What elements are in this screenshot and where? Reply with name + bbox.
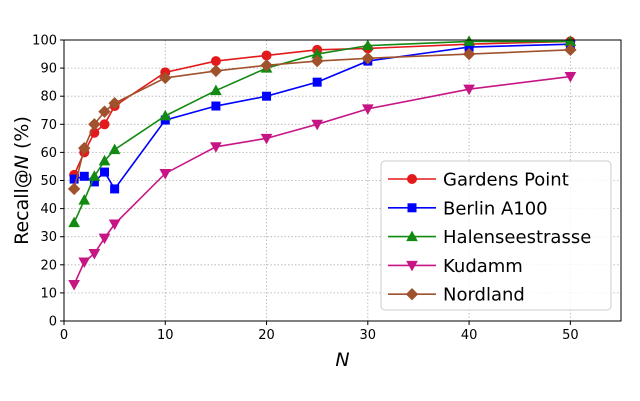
- legend-box: [380, 160, 612, 311]
- data-point: [260, 133, 273, 145]
- data-point: [88, 249, 101, 260]
- y-tick-label: 60: [40, 146, 57, 161]
- legend-item: Gardens Point: [388, 170, 569, 191]
- data-point: [98, 233, 111, 245]
- data-point: [310, 54, 324, 68]
- x-tick-label: 10: [157, 328, 174, 343]
- x-tick-label: 40: [461, 328, 478, 343]
- data-point: [88, 170, 101, 181]
- legend-item: Kudamm: [388, 256, 523, 277]
- axis-ticks: 0 10 20 30 40 50 0 10 20 30 40 50 60 70 80 90 100: [32, 34, 578, 344]
- data-point: [108, 97, 121, 110]
- data-point: [159, 168, 172, 180]
- y-tick-label: 30: [40, 230, 57, 245]
- data-point: [209, 64, 223, 78]
- legend-marker: [407, 203, 417, 213]
- legend-marker: [406, 260, 418, 272]
- data-point: [98, 105, 111, 118]
- y-tick-label: 70: [40, 118, 57, 133]
- y-axis-label: Recall@N (%): [11, 116, 33, 245]
- x-tick-label: 30: [360, 328, 377, 343]
- y-tick-label: 40: [40, 202, 57, 217]
- legend-label: Halenseestrasse: [443, 227, 591, 248]
- y-tick-label: 20: [40, 258, 57, 273]
- data-point: [361, 104, 374, 115]
- y-axis-label-var: N: [11, 155, 33, 169]
- data-point: [210, 142, 222, 153]
- data-point: [312, 77, 322, 87]
- legend: Gardens Point Berlin A100 Halenseestrasse K…: [380, 160, 612, 311]
- y-tick-label: 10: [40, 286, 57, 301]
- x-tick-label: 50: [562, 328, 579, 343]
- data-point: [100, 167, 110, 177]
- legend-label: Berlin A100: [443, 198, 548, 219]
- y-tick-label: 50: [40, 174, 57, 189]
- data-point: [79, 171, 89, 181]
- y-axis-label-prefix: Recall@: [11, 169, 33, 245]
- legend-marker: [407, 174, 417, 184]
- data-point: [67, 182, 81, 196]
- data-point: [463, 84, 475, 96]
- data-point: [210, 56, 221, 67]
- data-point: [68, 279, 80, 291]
- y-axis-label-suffix: (%): [11, 116, 33, 155]
- data-point: [98, 154, 111, 166]
- legend-item: Halenseestrasse: [388, 227, 591, 248]
- series-group: [67, 35, 577, 291]
- data-point: [262, 91, 272, 101]
- legend-label: Gardens Point: [443, 170, 569, 191]
- y-tick-label: 100: [32, 34, 57, 49]
- y-tick-label: 80: [40, 90, 57, 105]
- data-point: [159, 71, 172, 85]
- data-point: [110, 184, 120, 194]
- data-point: [211, 101, 221, 111]
- data-point: [361, 39, 374, 51]
- data-point: [78, 257, 91, 269]
- data-point: [159, 109, 172, 121]
- series-nordland: [67, 43, 577, 196]
- data-point: [108, 143, 121, 155]
- data-point: [78, 141, 91, 155]
- data-point: [564, 43, 577, 57]
- x-tick-label: 0: [60, 328, 68, 343]
- data-point: [260, 59, 273, 72]
- legend-marker: [405, 287, 419, 301]
- y-tick-label: 90: [40, 62, 57, 77]
- data-point: [108, 219, 121, 231]
- series-halenseestrasse: [68, 35, 577, 228]
- x-tick-label: 20: [258, 328, 275, 343]
- x-axis-label: N: [335, 349, 349, 371]
- legend-label: Nordland: [443, 285, 525, 306]
- data-point: [78, 194, 91, 205]
- legend-item: Berlin A100: [388, 198, 548, 219]
- series-kudamm: [68, 72, 577, 291]
- data-point: [210, 84, 222, 96]
- data-point: [564, 72, 577, 83]
- data-point: [88, 118, 101, 131]
- data-point: [462, 47, 476, 61]
- legend-label: Kudamm: [443, 256, 523, 277]
- data-point: [311, 119, 324, 131]
- data-point: [261, 50, 272, 61]
- y-tick-label: 0: [49, 315, 57, 330]
- data-point: [68, 216, 80, 228]
- data-point: [99, 119, 110, 130]
- data-point: [361, 52, 375, 65]
- legend-item: Nordland: [388, 285, 525, 306]
- data-point: [463, 35, 475, 46]
- legend-marker: [406, 230, 418, 242]
